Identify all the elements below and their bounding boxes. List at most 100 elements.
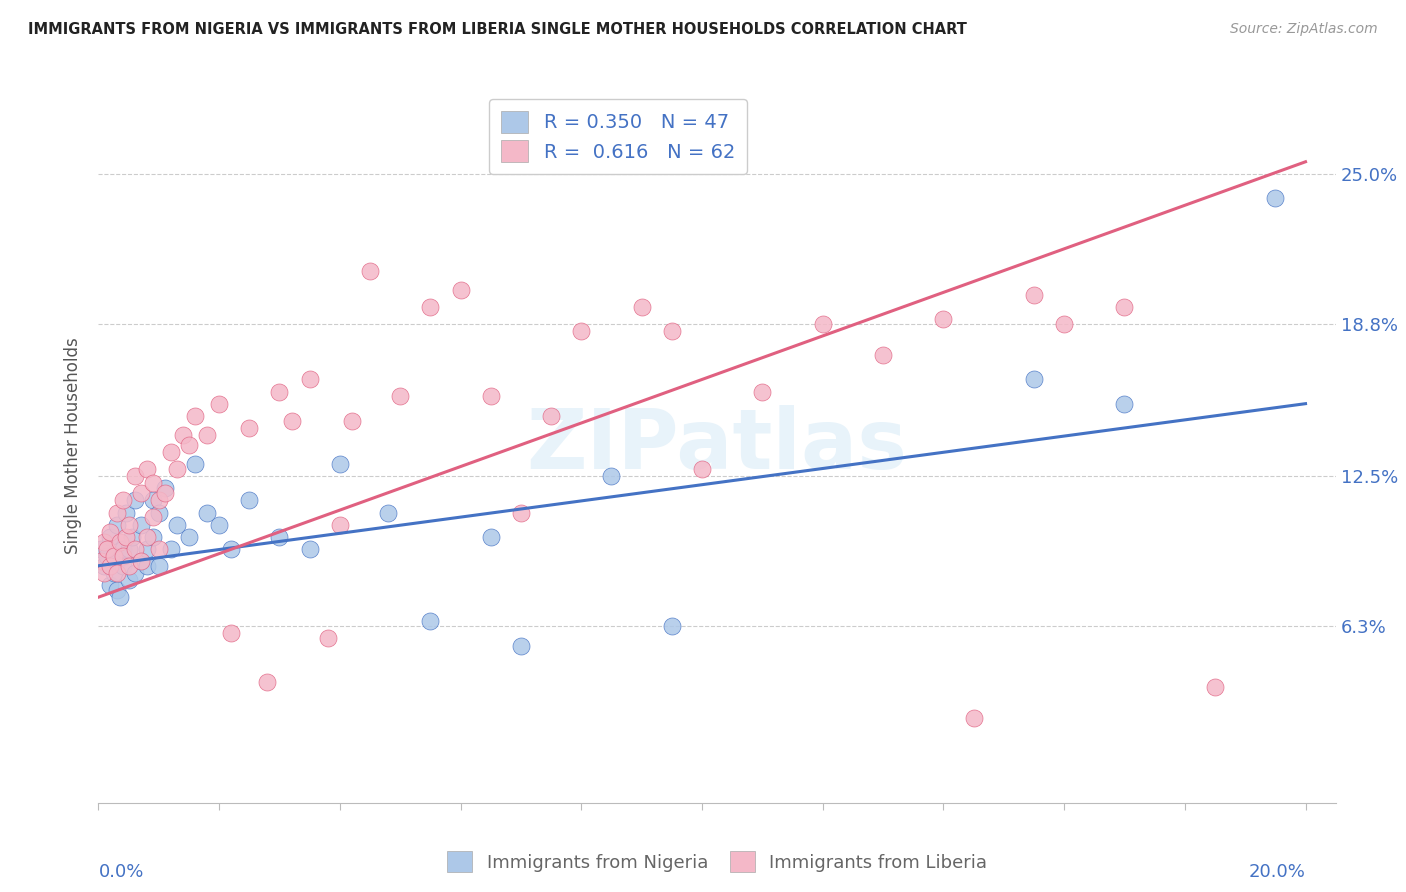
Point bbox=[269, 384, 291, 399]
Point bbox=[111, 549, 134, 563]
Point bbox=[1204, 680, 1226, 694]
Point bbox=[1053, 317, 1076, 331]
Point bbox=[124, 469, 146, 483]
Point bbox=[142, 510, 165, 524]
Legend: Immigrants from Nigeria, Immigrants from Liberia: Immigrants from Nigeria, Immigrants from… bbox=[440, 844, 994, 880]
Point bbox=[1022, 288, 1045, 302]
Point bbox=[269, 530, 291, 544]
Point bbox=[509, 506, 531, 520]
Point bbox=[419, 300, 441, 314]
Point bbox=[135, 462, 157, 476]
Point bbox=[148, 506, 170, 520]
Point bbox=[111, 493, 134, 508]
Point bbox=[142, 530, 165, 544]
Point bbox=[184, 457, 207, 471]
Point bbox=[177, 438, 200, 452]
Point bbox=[479, 530, 502, 544]
Text: ZIPatlas: ZIPatlas bbox=[527, 406, 907, 486]
Point bbox=[630, 300, 652, 314]
Point bbox=[121, 530, 143, 544]
Point bbox=[103, 549, 125, 563]
Point bbox=[219, 541, 242, 556]
Point bbox=[153, 481, 176, 495]
Point bbox=[129, 554, 152, 568]
Point bbox=[160, 445, 183, 459]
Point bbox=[166, 462, 188, 476]
Point bbox=[90, 554, 112, 568]
Point bbox=[124, 493, 146, 508]
Point bbox=[1114, 397, 1136, 411]
Point bbox=[135, 530, 157, 544]
Point bbox=[329, 517, 352, 532]
Point bbox=[208, 397, 231, 411]
Point bbox=[105, 517, 128, 532]
Point bbox=[135, 558, 157, 573]
Point bbox=[100, 578, 122, 592]
Point bbox=[280, 414, 302, 428]
Point bbox=[148, 541, 170, 556]
Point bbox=[166, 517, 188, 532]
Point bbox=[93, 558, 115, 573]
Point bbox=[117, 517, 139, 532]
Point bbox=[238, 493, 260, 508]
Point bbox=[1022, 372, 1045, 386]
Point bbox=[111, 558, 134, 573]
Point bbox=[148, 493, 170, 508]
Point bbox=[93, 566, 115, 580]
Point bbox=[872, 348, 894, 362]
Point bbox=[148, 558, 170, 573]
Point bbox=[117, 574, 139, 588]
Point bbox=[105, 582, 128, 597]
Point bbox=[117, 558, 139, 573]
Point bbox=[129, 517, 152, 532]
Text: IMMIGRANTS FROM NIGERIA VS IMMIGRANTS FROM LIBERIA SINGLE MOTHER HOUSEHOLDS CORR: IMMIGRANTS FROM NIGERIA VS IMMIGRANTS FR… bbox=[28, 22, 967, 37]
Point bbox=[172, 428, 194, 442]
Text: 0.0%: 0.0% bbox=[98, 863, 143, 881]
Point bbox=[93, 534, 115, 549]
Point bbox=[509, 639, 531, 653]
Point bbox=[298, 372, 321, 386]
Point bbox=[108, 534, 131, 549]
Point bbox=[419, 615, 441, 629]
Point bbox=[751, 384, 773, 399]
Point bbox=[105, 566, 128, 580]
Point bbox=[600, 469, 623, 483]
Text: 20.0%: 20.0% bbox=[1249, 863, 1306, 881]
Point bbox=[450, 283, 472, 297]
Point bbox=[256, 674, 278, 689]
Point bbox=[195, 506, 218, 520]
Y-axis label: Single Mother Households: Single Mother Households bbox=[65, 338, 83, 554]
Point bbox=[100, 524, 122, 539]
Point bbox=[359, 263, 381, 277]
Point bbox=[124, 541, 146, 556]
Point bbox=[135, 541, 157, 556]
Point bbox=[329, 457, 352, 471]
Point bbox=[184, 409, 207, 423]
Point bbox=[108, 590, 131, 604]
Point bbox=[90, 541, 112, 556]
Point bbox=[316, 632, 339, 646]
Point bbox=[117, 541, 139, 556]
Point bbox=[105, 506, 128, 520]
Point bbox=[569, 324, 592, 338]
Point bbox=[96, 541, 118, 556]
Point bbox=[1264, 191, 1286, 205]
Point bbox=[238, 421, 260, 435]
Point bbox=[340, 414, 363, 428]
Point bbox=[389, 389, 412, 403]
Point bbox=[100, 558, 122, 573]
Point bbox=[479, 389, 502, 403]
Text: Source: ZipAtlas.com: Source: ZipAtlas.com bbox=[1230, 22, 1378, 37]
Point bbox=[932, 312, 955, 326]
Point bbox=[111, 541, 134, 556]
Point bbox=[661, 324, 683, 338]
Point bbox=[129, 486, 152, 500]
Point bbox=[124, 566, 146, 580]
Point bbox=[142, 493, 165, 508]
Point bbox=[142, 476, 165, 491]
Point bbox=[96, 549, 118, 563]
Point bbox=[153, 486, 176, 500]
Point bbox=[114, 506, 136, 520]
Point bbox=[690, 462, 713, 476]
Point bbox=[811, 317, 834, 331]
